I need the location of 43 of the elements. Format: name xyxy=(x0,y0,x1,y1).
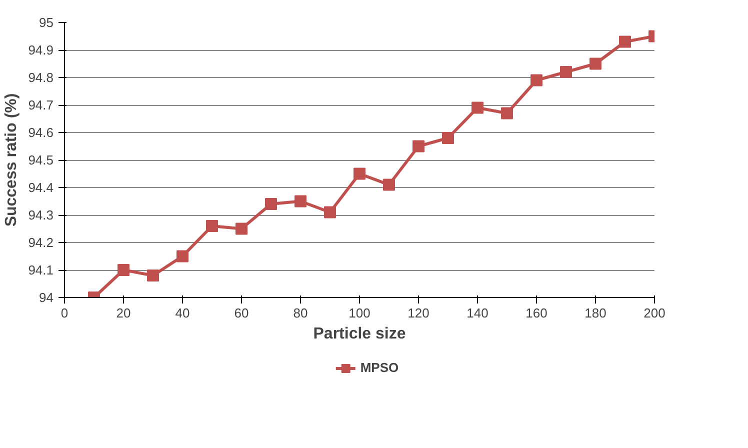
x-tick-label: 60 xyxy=(234,306,249,320)
y-tick-label: 94.4 xyxy=(28,180,54,195)
y-tick-label: 95 xyxy=(39,15,54,30)
y-tick-label: 94.8 xyxy=(28,70,54,85)
y-tick-label: 94.9 xyxy=(28,42,54,58)
y-tick-label: 94.1 xyxy=(28,262,54,278)
point xyxy=(619,36,631,48)
y-tick-label: 94.3 xyxy=(28,208,54,222)
x-tick-label: 160 xyxy=(526,306,548,320)
x-tick-label: 40 xyxy=(175,306,190,320)
x-tick-label: 200 xyxy=(644,306,666,320)
point xyxy=(501,107,513,120)
point xyxy=(442,132,454,144)
point xyxy=(412,140,424,152)
y-tick-label: 94 xyxy=(39,290,54,305)
x-tick-label: 140 xyxy=(466,306,488,320)
y-tick-label: 94.6 xyxy=(28,125,54,140)
x-tick-label: 20 xyxy=(116,306,131,320)
x-tick-label: 100 xyxy=(348,306,370,320)
y-axis-title: Success ratio (%) xyxy=(3,93,20,227)
x-axis-title: Particle size xyxy=(313,326,406,342)
x-tick-label: 0 xyxy=(60,306,68,320)
point xyxy=(472,102,484,114)
point xyxy=(324,206,336,218)
point xyxy=(206,220,218,232)
point xyxy=(118,264,130,276)
y-tick-label: 94.7 xyxy=(28,98,54,112)
point xyxy=(176,250,188,262)
point xyxy=(265,198,277,210)
point xyxy=(383,178,395,191)
point xyxy=(590,58,602,70)
legend-label: MPSO xyxy=(360,360,399,375)
y-tick-label: 94.5 xyxy=(28,152,54,168)
point xyxy=(560,66,572,78)
point xyxy=(294,195,306,208)
point xyxy=(354,168,366,180)
x-tick-label: 80 xyxy=(293,306,308,320)
x-tick-label: 180 xyxy=(584,306,606,320)
x-tick-label: 120 xyxy=(408,306,430,320)
y-tick-label: 94.2 xyxy=(28,235,54,250)
point xyxy=(236,222,248,235)
point xyxy=(147,270,159,282)
point xyxy=(530,74,542,86)
